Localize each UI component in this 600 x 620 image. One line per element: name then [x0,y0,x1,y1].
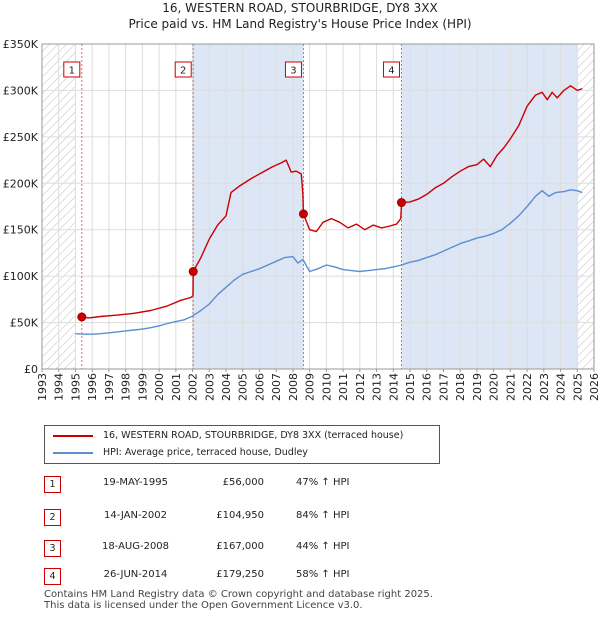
x-tick-label: 2022 [521,373,534,401]
x-tick-label: 1999 [136,373,149,401]
transaction-row: 4 26-JUN-2014 £179,250 58% ↑ HPI [44,566,464,588]
x-tick-label: 1993 [36,373,49,401]
x-tick-label: 2024 [555,373,568,401]
x-tick-label: 1997 [103,373,116,401]
transaction-date: 14-JAN-2002 [103,510,168,521]
hatched-region [577,44,594,369]
annotation-label: 1 [69,66,75,77]
x-tick-label: 2002 [187,373,200,401]
x-tick-label: 2013 [371,373,384,401]
annotation-label: 3 [290,66,296,77]
chart-title: 16, WESTERN ROAD, STOURBRIDGE, DY8 3XX [162,1,438,15]
x-tick-label: 2005 [237,373,250,401]
sale-point [188,267,198,277]
transaction-hpi-change: 47% ↑ HPI [296,477,350,488]
annotation-box [63,61,81,78]
series-line-hpi [75,189,583,335]
transaction-number-badge: 1 [44,476,61,493]
x-tick-label: 2017 [437,373,450,401]
shaded-period [401,44,594,369]
y-tick-label: £300K [3,84,39,97]
sale-point [298,209,308,219]
x-tick-label: 2026 [588,373,600,401]
x-tick-label: 1995 [69,373,82,401]
transaction-hpi-change: 44% ↑ HPI [296,541,350,552]
x-tick-label: 2018 [454,373,467,401]
x-tick-label: 2021 [504,373,517,401]
x-tick-label: 2004 [220,373,233,401]
x-tick-label: 2001 [170,373,183,401]
x-tick-label: 2020 [488,373,501,401]
x-tick-label: 2025 [571,373,584,401]
series-line-property [81,85,583,319]
annotation-label: 4 [388,66,394,77]
x-tick-label: 2019 [471,373,484,401]
x-tick-label: 2014 [387,373,400,401]
y-tick-label: £350K [3,38,39,51]
transaction-price: £179,250 [216,569,264,580]
x-tick-label: 2008 [287,373,300,401]
transaction-row: 1 19-MAY-1995 £56,000 47% ↑ HPI [44,474,464,496]
transaction-row: 3 18-AUG-2008 £167,000 44% ↑ HPI [44,538,464,560]
transaction-hpi-change: 58% ↑ HPI [296,569,350,580]
transaction-number-badge: 3 [44,540,61,557]
chart-subtitle: Price paid vs. HM Land Registry's House … [128,17,472,31]
transaction-date: 26-JUN-2014 [103,569,168,580]
footer-attribution: Contains HM Land Registry data © Crown c… [44,589,433,611]
transaction-number-badge: 2 [44,509,61,526]
transaction-date: 18-AUG-2008 [101,541,170,552]
x-tick-label: 2003 [203,373,216,401]
y-tick-label: £50K [10,317,39,330]
transaction-row: 2 14-JAN-2002 £104,950 84% ↑ HPI [44,507,464,529]
x-tick-label: 2016 [421,373,434,401]
legend-swatch-hpi [53,452,93,454]
transaction-price: £167,000 [216,541,264,552]
legend-label-hpi: HPI: Average price, terraced house, Dudl… [103,447,308,458]
x-tick-label: 2012 [354,373,367,401]
x-tick-label: 2000 [153,373,166,401]
legend-swatch-property [53,435,93,437]
x-tick-label: 2009 [304,373,317,401]
annotation-label: 2 [180,66,186,77]
transaction-price: £56,000 [222,477,264,488]
shaded-period [193,44,304,369]
x-tick-label: 1994 [53,373,66,401]
y-tick-label: £200K [3,177,39,190]
transaction-price: £104,950 [216,510,264,521]
legend: 16, WESTERN ROAD, STOURBRIDGE, DY8 3XX (… [44,425,440,464]
annotation-box [284,61,302,78]
y-tick-label: £100K [3,270,39,283]
x-tick-label: 2011 [337,373,350,401]
x-tick-label: 2007 [270,373,283,401]
x-tick-label: 2006 [253,373,266,401]
x-tick-label: 2010 [320,373,333,401]
annotation-box [174,61,192,78]
transaction-date: 19-MAY-1995 [102,477,168,488]
y-tick-label: £250K [3,131,39,144]
plot-frame [41,43,595,370]
y-tick-label: £0 [24,363,38,376]
transaction-hpi-change: 84% ↑ HPI [296,510,350,521]
x-tick-label: 2015 [404,373,417,401]
sale-point [77,312,87,322]
x-tick-label: 1998 [120,373,133,401]
annotation-box [382,61,400,78]
price-chart: 1 2 3 4 £0 £50K £100K £150K £200K £250K £300K £350… [3,38,600,401]
legend-label-property: 16, WESTERN ROAD, STOURBRIDGE, DY8 3XX (… [103,430,404,441]
y-tick-label: £150K [3,224,39,237]
x-tick-label: 2023 [538,373,551,401]
x-tick-label: 1996 [86,373,99,401]
transaction-number-badge: 4 [44,568,61,585]
sale-point [396,198,406,208]
